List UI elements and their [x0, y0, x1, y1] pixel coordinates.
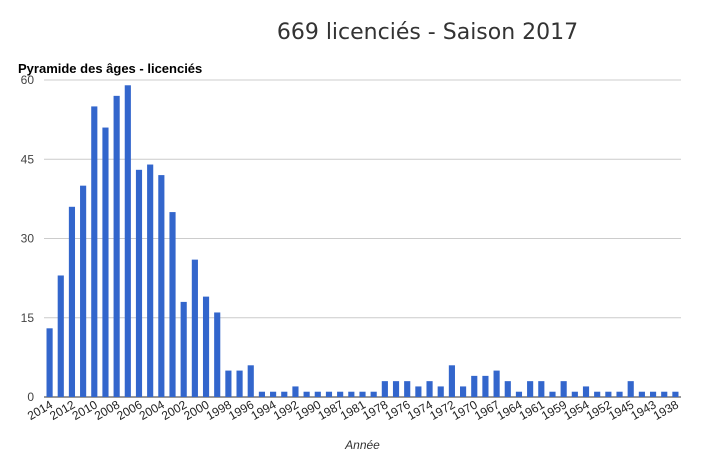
bar — [493, 370, 500, 397]
bar — [314, 391, 321, 397]
y-tick-label: 0 — [27, 390, 34, 404]
bar — [292, 386, 299, 397]
bar — [348, 391, 355, 397]
bar — [482, 375, 489, 397]
bar — [460, 386, 467, 397]
bar — [359, 391, 366, 397]
bar — [169, 212, 176, 397]
bar — [571, 391, 578, 397]
y-tick-label: 60 — [21, 73, 35, 87]
bar — [627, 381, 634, 397]
bar — [325, 391, 333, 397]
bar — [337, 391, 344, 397]
bar — [225, 370, 232, 397]
bar — [91, 106, 98, 398]
bar — [437, 386, 444, 397]
bar — [515, 391, 523, 397]
bar — [471, 375, 478, 397]
y-tick-label: 15 — [21, 311, 35, 325]
x-axis-title: Année — [344, 438, 380, 452]
y-tick-label: 45 — [21, 152, 35, 166]
bar — [247, 365, 254, 397]
bar — [258, 391, 265, 397]
bar — [102, 127, 109, 398]
bar — [392, 381, 400, 397]
bar — [135, 169, 143, 397]
page-title: 669 licenciés - Saison 2017 — [276, 20, 579, 45]
bar — [538, 381, 545, 397]
bar — [113, 95, 120, 397]
bar — [68, 206, 76, 397]
bar — [649, 391, 657, 397]
bar — [605, 391, 612, 397]
bar — [57, 275, 64, 397]
bar — [415, 386, 422, 397]
bar — [661, 391, 668, 397]
bar — [191, 259, 198, 397]
bar — [370, 391, 377, 397]
bar — [672, 391, 679, 397]
bar — [549, 391, 556, 397]
bar — [202, 296, 210, 397]
bar — [214, 312, 221, 397]
bar — [303, 391, 310, 397]
bar — [638, 391, 645, 397]
bar — [381, 381, 388, 397]
bar — [582, 386, 590, 397]
bar — [527, 381, 534, 397]
bar — [124, 85, 131, 398]
bar — [560, 381, 567, 397]
bar — [147, 164, 154, 397]
bar — [426, 381, 433, 397]
bar — [180, 301, 187, 397]
bar — [504, 381, 511, 397]
bar — [46, 328, 53, 397]
bar — [80, 185, 87, 397]
chart-title: Pyramide des âges - licenciés — [18, 61, 203, 76]
y-tick-label: 30 — [21, 232, 35, 246]
bar — [616, 391, 623, 397]
bar — [236, 370, 243, 397]
bar — [404, 381, 411, 397]
bar — [448, 365, 455, 397]
bar — [270, 391, 277, 397]
bar — [281, 391, 288, 397]
x-tick-label: 1938 — [651, 397, 681, 423]
bar — [594, 391, 601, 397]
bar — [158, 175, 165, 397]
